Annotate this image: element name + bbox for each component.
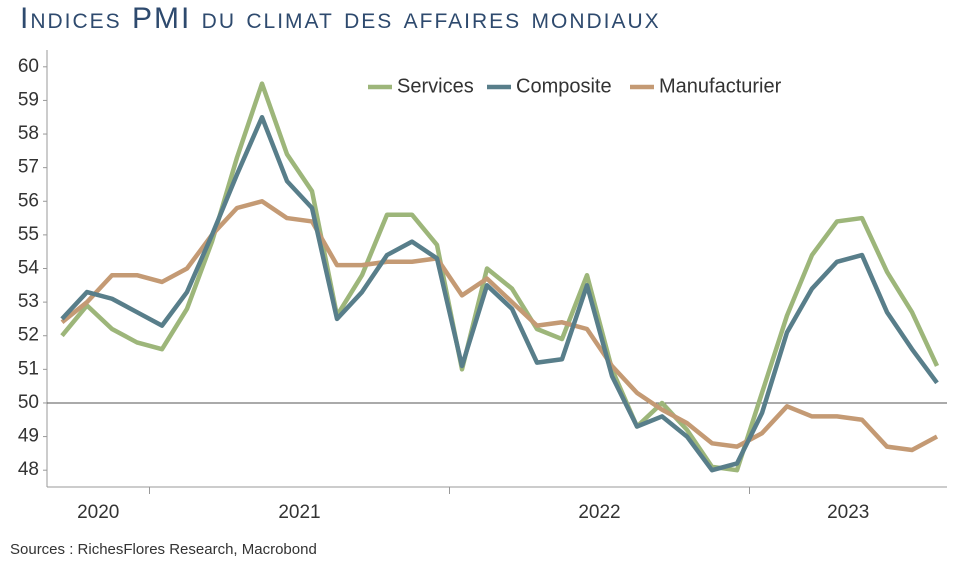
y-tick-label: 57 [18,157,39,178]
line-series [60,114,939,473]
line-series [60,81,940,473]
y-tick-label: 59 [18,89,39,110]
x-tick-label: 2021 [278,502,320,523]
y-tick-label: 56 [18,190,39,211]
y-tick-label: 53 [18,291,39,312]
y-tick-label: 58 [18,123,39,144]
legend-label: Composite [516,75,612,97]
legend-label: Services [397,75,474,97]
y-tick-label: 55 [18,224,39,245]
y-tick-label: 60 [18,56,39,77]
y-tick-label: 52 [18,325,39,346]
y-tick-label: 54 [18,258,40,279]
y-tick-label: 51 [18,358,39,379]
y-tick-label: 50 [18,392,39,413]
line-series [60,199,939,453]
x-tick-label: 2023 [827,502,869,523]
x-tick-label: 2022 [578,502,620,523]
chart-title: Indices PMI du climat des affaires mondi… [20,2,661,35]
y-tick-label: 48 [18,459,39,480]
y-tick-label: 49 [18,426,39,447]
source: Sources : RichesFlores Research, Macrobo… [10,541,317,558]
legend-label: Manufacturier [659,75,782,97]
x-tick-label: 2020 [77,502,119,523]
